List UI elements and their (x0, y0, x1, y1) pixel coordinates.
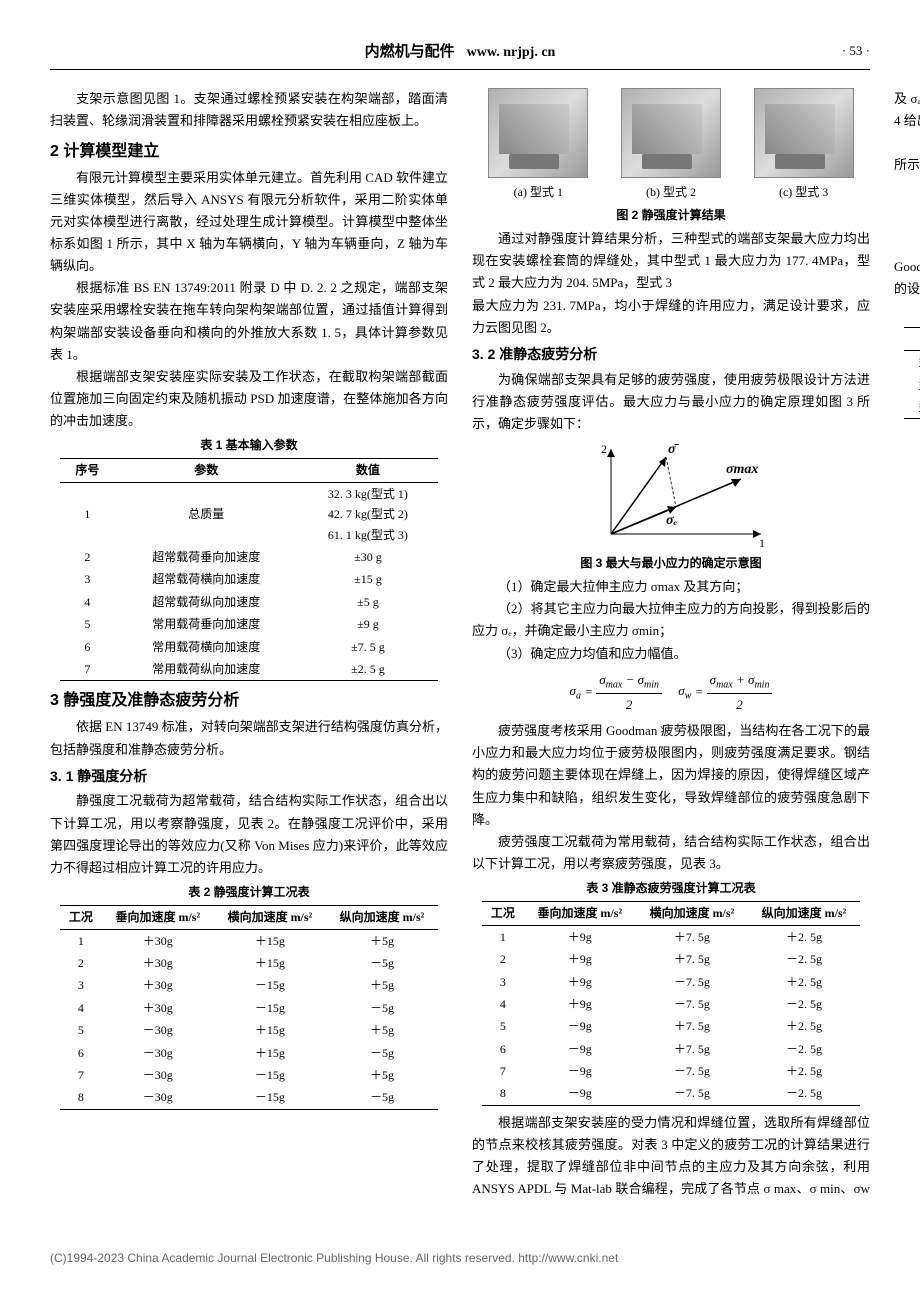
sec32-p2: 疲劳强度考核采用 Goodman 疲劳极限图，当结构在各工况下的最小应力和最大应… (472, 720, 870, 830)
section-3-2-title: 3. 2 准静态疲劳分析 (472, 343, 870, 367)
figure-2-caption: 图 2 静强度计算结果 (472, 205, 870, 225)
table-3-caption: 表 3 准静态疲劳强度计算工况表 (472, 878, 870, 898)
page-header: 内燃机与配件 www. nrjpj. cn · 53 · (50, 40, 870, 70)
sec32-p6: 其中，σₐ 和 σw 分别为应力均值和应力幅值，如前所述；σₚ 为 Goodma… (894, 234, 920, 300)
svg-text:σₑ: σₑ (666, 513, 678, 528)
sec32-p1: 为确保端部支架具有足够的疲劳强度，使用疲劳极限设计方法进行准静态疲劳强度评估。最… (472, 369, 870, 435)
bracket-icon (621, 88, 721, 178)
table-1-caption: 表 1 基本输入参数 (50, 435, 448, 455)
col2-p1: 最大应力为 231. 7MPa，均小于焊缝的许用应力，满足设计要求，应力云图见图… (472, 295, 870, 339)
formula-1: σa = σmax − σmin2 σw = σmax + σmin2 (472, 669, 870, 717)
formula-2: U = σaSσp − σw (894, 180, 920, 230)
svg-text:2: 2 (601, 442, 607, 456)
table-2: 工况 垂向加速度 m/s² 横向加速度 m/s² 纵向加速度 m/s² 1＋30… (60, 905, 438, 1110)
page-footer: (C)1994-2023 China Academic Journal Elec… (50, 1248, 870, 1268)
svg-text:1: 1 (759, 536, 765, 549)
bracket-icon (488, 88, 588, 178)
figure-3-caption: 图 3 最大与最小应力的确定示意图 (472, 553, 870, 573)
step-3: （3）确定应力均值和应力幅值。 (472, 643, 870, 665)
fig2-a: (a) 型式 1 (488, 88, 588, 202)
journal-title: 内燃机与配件 (365, 40, 455, 66)
table-1: 序号 参数 数值 1总质量32. 3 kg(型式 1) 42. 7 kg(型式 … (60, 458, 438, 681)
figure-3-diagram: 2 σ̄ σmax σₑ 1 (571, 439, 771, 549)
page-number: · 53 · (842, 40, 870, 62)
section-3-1-title: 3. 1 静强度分析 (50, 765, 448, 789)
sec3-p1: 依据 EN 13749 标准，对转向架端部支架进行结构强度仿真分析，包括静强度和… (50, 716, 448, 760)
sec32-p5: 利用率定义为计算值与许用值之比，用于评价安全余量，如下式所示。 (894, 132, 920, 176)
step-2: （2）将其它主应力向最大拉伸主应力的方向投影，得到投影后的应力 σₑ，并确定最小… (472, 598, 870, 642)
section-2-title: 2 计算模型建立 (50, 138, 448, 165)
content-columns: 支架示意图见图 1。支架通过螺栓预紧安装在构架端部，踏面清扫装置、轮缘润滑装置和… (50, 88, 870, 1218)
step-1: （1）确定最大拉伸主应力 σmax 及其方向； (472, 576, 870, 598)
fig2-c: (c) 型式 3 (754, 88, 854, 202)
intro-paragraph: 支架示意图见图 1。支架通过螺栓预紧安装在构架端部，踏面清扫装置、轮缘润滑装置和… (50, 88, 448, 132)
t1-h1: 参数 (115, 459, 298, 482)
journal-url: www. nrjpj. cn (467, 41, 556, 65)
section-3-title: 3 静强度及准静态疲劳分析 (50, 687, 448, 714)
sec32-p3: 疲劳强度工况载荷为常用载荷，结合结构实际工作状态，组合出以下计算工况，用以考察疲… (472, 831, 870, 875)
sec2-p2: 根据标准 BS EN 13749:2011 附录 D 中 D. 2. 2 之规定… (50, 277, 448, 365)
sec31-p2: 通过对静强度计算结果分析，三种型式的端部支架最大应力均出现在安装螺栓套筒的焊缝处… (472, 228, 870, 294)
sec2-p1: 有限元计算模型主要采用实体单元建立。首先利用 CAD 软件建立三维实体模型，然后… (50, 167, 448, 277)
svg-text:σ̄: σ̄ (668, 442, 680, 457)
figure-2-row: (a) 型式 1 (b) 型式 2 (c) 型式 3 (472, 88, 870, 202)
table-4-caption: 表 4 最大利用率 (894, 303, 920, 323)
table-3: 工况 垂向加速度 m/s² 横向加速度 m/s² 纵向加速度 m/s² 1＋9g… (482, 901, 860, 1106)
sec31-p1: 静强度工况载荷为超常载荷，结合结构实际工作状态，组合出以下计算工况，用以考察静强… (50, 790, 448, 878)
sec2-p3: 根据端部支架安装座实际安装及工作状态，在截取构架端部截面位置施加三向固定约束及随… (50, 366, 448, 432)
table-4: 序号 最大利用率位置 最大利用率 型式 1踏面清扫装置支架根部焊缝0. 55 型… (904, 327, 920, 420)
svg-text:σmax: σmax (726, 462, 758, 477)
t1-h0: 序号 (60, 459, 115, 482)
t1-h2: 数值 (298, 459, 438, 482)
table-2-caption: 表 2 静强度计算工况表 (50, 882, 448, 902)
fig2-b: (b) 型式 2 (621, 88, 721, 202)
bracket-icon (754, 88, 854, 178)
